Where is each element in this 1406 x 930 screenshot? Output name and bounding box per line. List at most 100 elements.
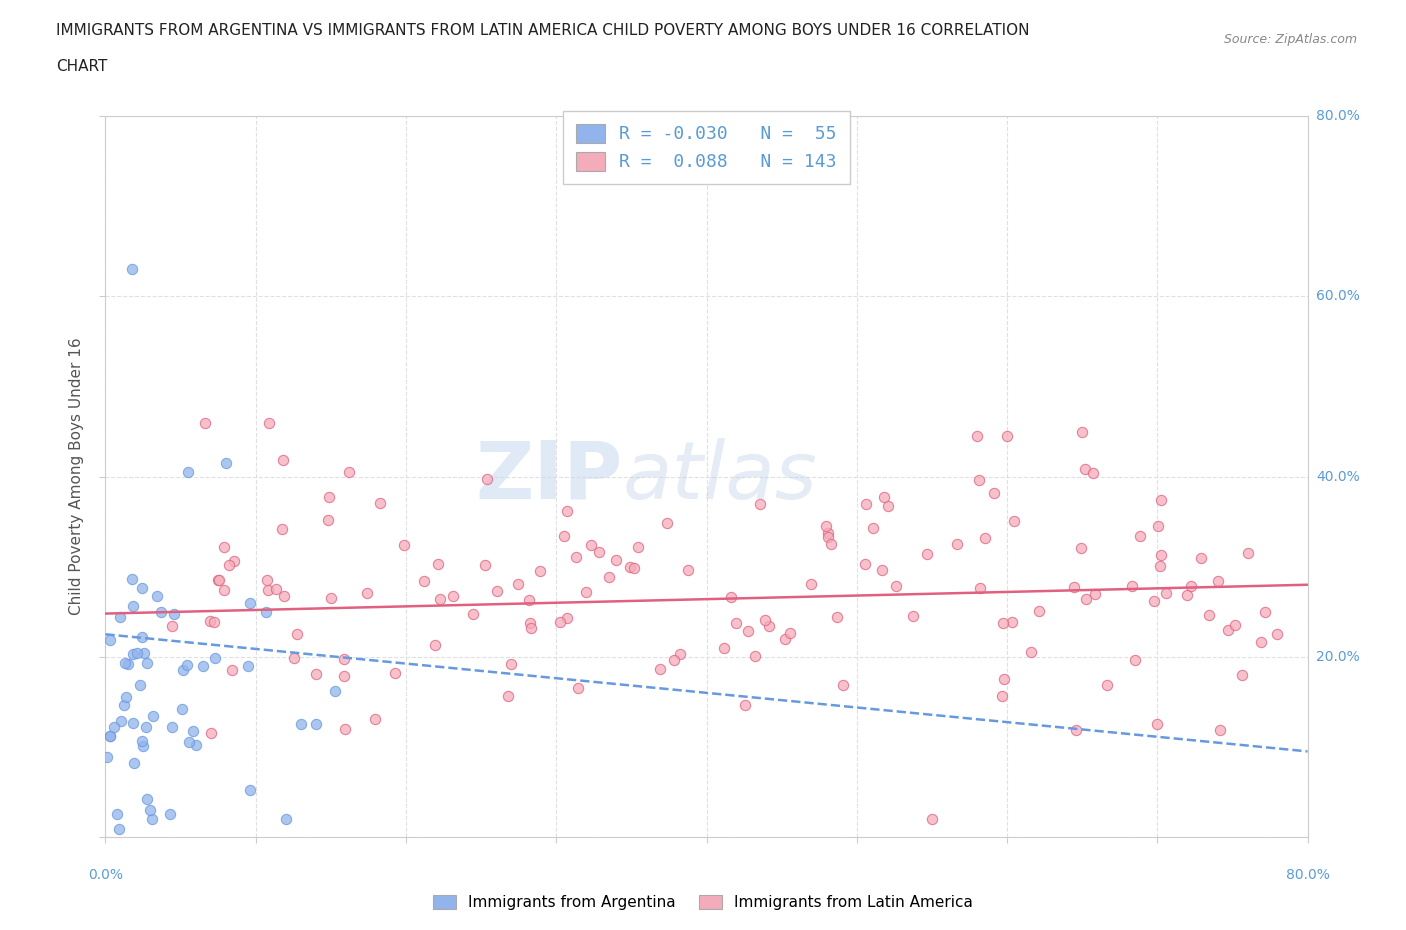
- Point: [96, 750, 118, 764]
- Point: [832, 678, 855, 693]
- Point: [855, 497, 877, 512]
- Point: [969, 580, 991, 595]
- Point: [316, 512, 339, 527]
- Point: [149, 604, 172, 619]
- Point: [737, 624, 759, 639]
- Point: [862, 520, 884, 535]
- Point: [853, 556, 876, 571]
- Point: [1063, 579, 1085, 594]
- Point: [749, 497, 772, 512]
- Point: [127, 645, 149, 660]
- Point: [877, 498, 900, 513]
- Point: [870, 563, 893, 578]
- Point: [208, 572, 231, 587]
- Point: [579, 538, 602, 552]
- Point: [129, 678, 152, 693]
- Point: [1074, 461, 1097, 476]
- Point: [1071, 424, 1094, 439]
- Point: [1154, 586, 1177, 601]
- Point: [1209, 723, 1232, 737]
- Point: [239, 783, 262, 798]
- Point: [332, 651, 354, 666]
- Point: [160, 618, 183, 633]
- Point: [1028, 604, 1050, 618]
- Point: [619, 559, 641, 574]
- Point: [598, 569, 620, 584]
- Legend: Immigrants from Argentina, Immigrants from Latin America: Immigrants from Argentina, Immigrants fr…: [426, 887, 980, 918]
- Point: [274, 812, 297, 827]
- Text: 80.0%: 80.0%: [1285, 868, 1330, 882]
- Point: [159, 806, 181, 821]
- Point: [198, 613, 221, 628]
- Point: [506, 576, 529, 591]
- Point: [212, 539, 235, 554]
- Point: [134, 645, 156, 660]
- Point: [557, 503, 579, 518]
- Point: [177, 735, 200, 750]
- Point: [193, 658, 215, 673]
- Point: [1146, 518, 1168, 533]
- Point: [623, 561, 645, 576]
- Point: [121, 646, 143, 661]
- Point: [333, 722, 356, 737]
- Point: [567, 681, 589, 696]
- Point: [254, 604, 277, 619]
- Point: [160, 719, 183, 734]
- Point: [141, 811, 163, 826]
- Point: [423, 637, 446, 652]
- Point: [993, 616, 1015, 631]
- Point: [553, 528, 575, 543]
- Point: [575, 584, 598, 599]
- Point: [256, 583, 278, 598]
- Point: [1180, 578, 1202, 593]
- Point: [202, 615, 225, 630]
- Point: [135, 720, 157, 735]
- Point: [441, 589, 464, 604]
- Text: IMMIGRANTS FROM ARGENTINA VS IMMIGRANTS FROM LATIN AMERICA CHILD POVERTY AMONG B: IMMIGRANTS FROM ARGENTINA VS IMMIGRANTS …: [56, 23, 1029, 38]
- Point: [814, 518, 837, 533]
- Point: [1216, 623, 1239, 638]
- Point: [1083, 465, 1105, 480]
- Point: [915, 546, 938, 561]
- Point: [121, 572, 143, 587]
- Point: [239, 596, 262, 611]
- Point: [720, 590, 742, 604]
- Text: 0.0%: 0.0%: [89, 868, 122, 882]
- Point: [186, 737, 208, 752]
- Point: [103, 720, 125, 735]
- Point: [122, 716, 145, 731]
- Point: [224, 553, 246, 568]
- Point: [131, 581, 153, 596]
- Point: [110, 713, 132, 728]
- Point: [1019, 644, 1042, 659]
- Point: [112, 698, 135, 712]
- Point: [974, 531, 997, 546]
- Point: [820, 537, 842, 551]
- Point: [1129, 528, 1152, 543]
- Point: [713, 640, 735, 655]
- Point: [474, 558, 496, 573]
- Point: [413, 574, 436, 589]
- Point: [1146, 717, 1168, 732]
- Point: [1150, 492, 1173, 507]
- Point: [744, 648, 766, 663]
- Point: [1097, 677, 1119, 692]
- Point: [332, 668, 354, 683]
- Text: 20.0%: 20.0%: [1316, 650, 1360, 664]
- Point: [921, 812, 943, 827]
- Point: [290, 717, 312, 732]
- Point: [363, 711, 385, 726]
- Point: [477, 472, 499, 486]
- Point: [1149, 558, 1171, 573]
- Point: [1189, 551, 1212, 565]
- Point: [605, 552, 627, 567]
- Point: [356, 586, 378, 601]
- Point: [176, 658, 198, 672]
- Point: [1070, 540, 1092, 555]
- Point: [429, 591, 451, 606]
- Point: [132, 738, 155, 753]
- Point: [775, 631, 797, 646]
- Point: [825, 610, 848, 625]
- Point: [124, 755, 146, 770]
- Point: [214, 456, 236, 471]
